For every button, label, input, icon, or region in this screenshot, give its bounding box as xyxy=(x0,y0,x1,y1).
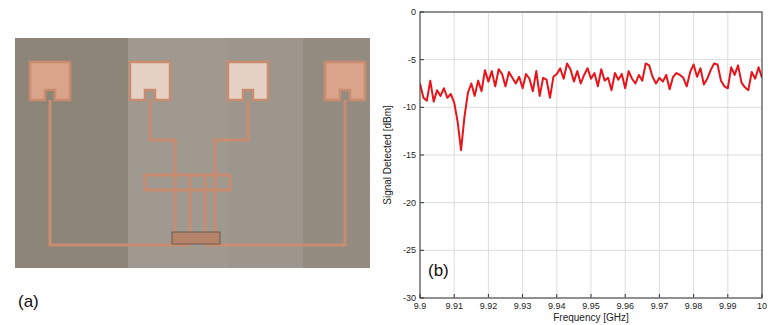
tick-mark xyxy=(488,294,489,298)
tick-label: 9.99 xyxy=(719,301,737,311)
data-line xyxy=(420,63,762,150)
feed-line xyxy=(50,100,190,245)
figure: (a)9.99.919.929.939.949.959.969.979.989.… xyxy=(0,0,773,325)
tick-label: 10 xyxy=(757,301,767,311)
tick-mark xyxy=(556,294,557,298)
antenna-patch xyxy=(228,62,268,100)
tick-mark xyxy=(522,294,523,298)
plot-frame xyxy=(420,12,762,298)
tick-mark xyxy=(420,250,424,251)
plot-area xyxy=(420,12,762,298)
chart: 9.99.919.929.939.949.959.969.979.989.991… xyxy=(382,7,767,323)
tick-label: -20 xyxy=(403,198,416,208)
tick-label: 9.98 xyxy=(685,301,703,311)
tick-label: -10 xyxy=(403,102,416,112)
antenna-patch xyxy=(130,62,170,100)
tick-label: 9.95 xyxy=(582,301,600,311)
axis-label: Signal Detected [dBm] xyxy=(382,105,393,205)
panel-label: (a) xyxy=(18,292,39,311)
tick-label: 0 xyxy=(411,7,416,17)
tick-mark xyxy=(693,294,694,298)
tick-label: -5 xyxy=(408,55,416,65)
connector xyxy=(172,232,220,244)
tick-label: -30 xyxy=(403,293,416,303)
grid-line xyxy=(420,107,762,108)
antenna-patch xyxy=(325,62,365,100)
tick-mark xyxy=(591,294,592,298)
tick-label: 9.96 xyxy=(616,301,634,311)
feed-line xyxy=(204,175,207,240)
feed-line xyxy=(174,170,177,240)
tick-mark xyxy=(727,294,728,298)
photo xyxy=(15,38,370,268)
panel-label: (b) xyxy=(428,261,449,280)
feed-line xyxy=(145,175,230,190)
tick-mark xyxy=(420,202,424,203)
feed-line xyxy=(150,100,175,170)
antenna-patch xyxy=(30,62,70,100)
grid-line xyxy=(420,202,762,203)
tick-mark xyxy=(625,294,626,298)
tick-label: 9.92 xyxy=(480,301,498,311)
feed-line xyxy=(214,170,217,240)
tick-mark xyxy=(420,155,424,156)
tick-label: 9.93 xyxy=(514,301,532,311)
photo-film xyxy=(228,38,370,268)
tick-label: 9.91 xyxy=(445,301,463,311)
grid-line xyxy=(420,155,762,156)
tick-label: -25 xyxy=(403,245,416,255)
tick-mark xyxy=(420,59,424,60)
axis-label: Frequency [GHz] xyxy=(553,312,629,323)
photo-background xyxy=(15,38,370,268)
tick-label: -15 xyxy=(403,150,416,160)
tick-label: 9.94 xyxy=(548,301,566,311)
series-group xyxy=(420,63,762,150)
grid-line xyxy=(420,59,762,60)
feed-line xyxy=(205,100,345,245)
tick-mark xyxy=(420,107,424,108)
feed-line xyxy=(215,100,248,170)
tick-label: 9.97 xyxy=(651,301,669,311)
tick-mark xyxy=(659,294,660,298)
feed-line xyxy=(189,175,192,240)
grid-line xyxy=(420,250,762,251)
tick-mark xyxy=(454,294,455,298)
